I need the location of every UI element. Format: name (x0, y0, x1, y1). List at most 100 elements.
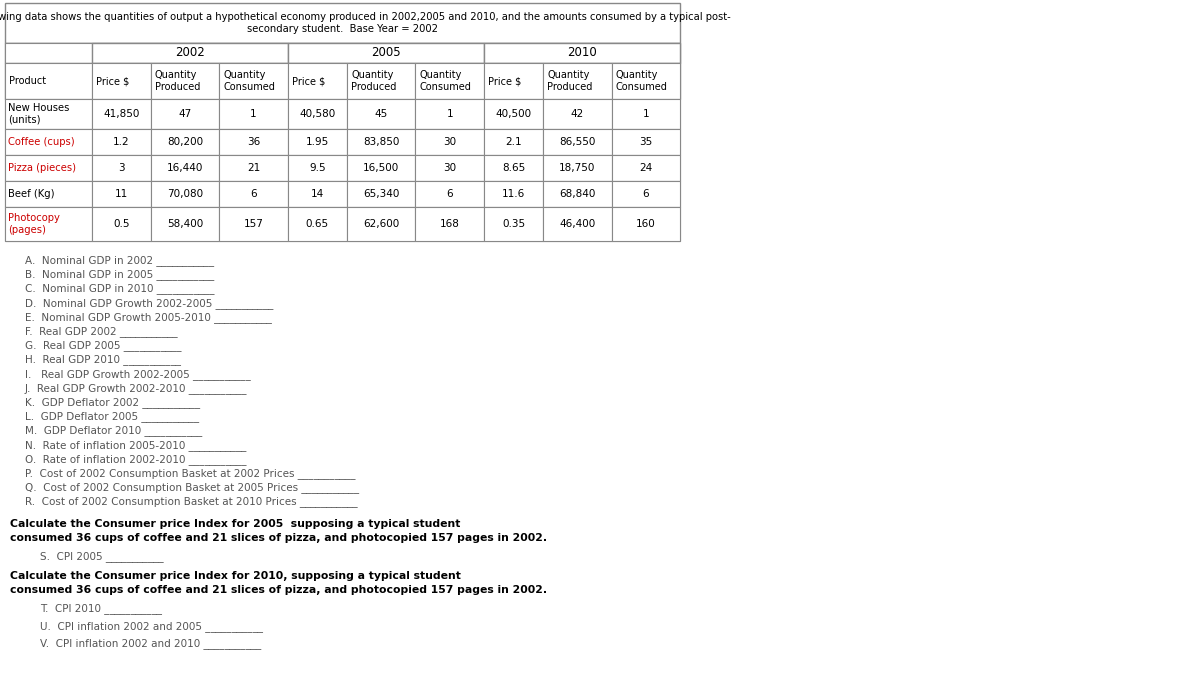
Text: 68,840: 68,840 (559, 189, 595, 199)
Bar (91, 99, 151, 129)
Text: 62,600: 62,600 (364, 219, 400, 229)
Bar (415, 99, 484, 129)
Text: 21: 21 (247, 163, 260, 173)
Text: J.  Real GDP Growth 2002-2010 ___________: J. Real GDP Growth 2002-2010 ___________ (25, 383, 247, 394)
Bar (544, 181, 612, 207)
Text: O.  Rate of inflation 2002-2010 ___________: O. Rate of inflation 2002-2010 _________… (25, 454, 246, 464)
Bar (151, 155, 220, 181)
Bar (288, 129, 347, 155)
Text: Photocopy
(pages): Photocopy (pages) (8, 213, 60, 235)
Text: 2010: 2010 (568, 46, 596, 59)
Bar (288, 181, 347, 207)
Bar (91, 207, 151, 241)
Bar (612, 63, 680, 99)
Text: M.  GDP Deflator 2010 ___________: M. GDP Deflator 2010 ___________ (25, 425, 203, 436)
Bar (484, 63, 544, 99)
Text: Pizza (pieces): Pizza (pieces) (8, 163, 76, 173)
Text: A.  Nominal GDP in 2002 ___________: A. Nominal GDP in 2002 ___________ (25, 255, 214, 266)
Bar (91, 155, 151, 181)
Bar (91, 63, 151, 99)
Bar (544, 63, 612, 99)
Bar (484, 99, 544, 129)
Bar (288, 207, 347, 241)
Bar (220, 181, 288, 207)
Text: 0.5: 0.5 (113, 219, 130, 229)
Text: Price $: Price $ (96, 76, 128, 86)
Bar (5, 3, 680, 43)
Bar (612, 207, 680, 241)
Text: 40,580: 40,580 (299, 109, 336, 119)
Bar (5, 63, 91, 99)
Text: Product: Product (10, 76, 46, 86)
Bar (347, 129, 415, 155)
Text: 2005: 2005 (371, 46, 401, 59)
Bar (415, 63, 484, 99)
Text: 83,850: 83,850 (364, 137, 400, 147)
Text: 0.65: 0.65 (306, 219, 329, 229)
Text: 2.1: 2.1 (505, 137, 522, 147)
Bar (220, 207, 288, 241)
Bar (484, 207, 544, 241)
Text: Calculate the Consumer price Index for 2010, supposing a typical student
consume: Calculate the Consumer price Index for 2… (10, 571, 547, 595)
Bar (220, 155, 288, 181)
Text: 157: 157 (244, 219, 264, 229)
Bar (5, 155, 680, 181)
Text: 30: 30 (443, 137, 456, 147)
Text: 40,500: 40,500 (496, 109, 532, 119)
Text: S.  CPI 2005 ___________: S. CPI 2005 ___________ (40, 551, 163, 561)
Bar (484, 129, 544, 155)
Bar (415, 155, 484, 181)
Text: 9.5: 9.5 (310, 163, 325, 173)
Text: K.  GDP Deflator 2002 ___________: K. GDP Deflator 2002 ___________ (25, 397, 200, 408)
Text: 2002: 2002 (175, 46, 204, 59)
Text: 46,400: 46,400 (559, 219, 595, 229)
Bar (91, 129, 151, 155)
Text: 1: 1 (642, 109, 649, 119)
Bar (288, 43, 484, 63)
Bar (5, 129, 680, 155)
Text: 11.6: 11.6 (502, 189, 526, 199)
Text: G.  Real GDP 2005 ___________: G. Real GDP 2005 ___________ (25, 340, 181, 351)
Text: 86,550: 86,550 (559, 137, 595, 147)
Bar (347, 181, 415, 207)
Text: 160: 160 (636, 219, 655, 229)
Bar (220, 129, 288, 155)
Bar (5, 181, 680, 207)
Text: 6: 6 (446, 189, 452, 199)
Text: Beef (Kg): Beef (Kg) (8, 189, 54, 199)
Text: D.  Nominal GDP Growth 2002-2005 ___________: D. Nominal GDP Growth 2002-2005 ________… (25, 297, 274, 308)
Text: 24: 24 (640, 163, 653, 173)
Bar (544, 129, 612, 155)
Text: Quantity
Consumed: Quantity Consumed (223, 70, 275, 92)
Text: 6: 6 (251, 189, 257, 199)
Text: L.  GDP Deflator 2005 ___________: L. GDP Deflator 2005 ___________ (25, 411, 199, 422)
Bar (151, 207, 220, 241)
Text: 18,750: 18,750 (559, 163, 595, 173)
Text: Quantity
Produced: Quantity Produced (155, 70, 200, 92)
Bar (415, 207, 484, 241)
Bar (5, 43, 91, 63)
Bar (347, 155, 415, 181)
Bar (544, 99, 612, 129)
Text: 0.35: 0.35 (502, 219, 526, 229)
Text: 47: 47 (179, 109, 192, 119)
Bar (347, 63, 415, 99)
Text: 36: 36 (247, 137, 260, 147)
Bar (5, 99, 91, 129)
Text: 58,400: 58,400 (167, 219, 203, 229)
Text: N.  Rate of inflation 2005-2010 ___________: N. Rate of inflation 2005-2010 _________… (25, 439, 246, 450)
Bar (288, 99, 347, 129)
Text: 1.2: 1.2 (113, 137, 130, 147)
Bar (5, 155, 91, 181)
Text: 1.95: 1.95 (306, 137, 329, 147)
Text: Coffee (cups): Coffee (cups) (8, 137, 74, 147)
Text: 65,340: 65,340 (364, 189, 400, 199)
Text: Quantity
Consumed: Quantity Consumed (616, 70, 667, 92)
Text: 42: 42 (571, 109, 584, 119)
Bar (91, 181, 151, 207)
Bar (5, 207, 91, 241)
Text: C.  Nominal GDP in 2010 ___________: C. Nominal GDP in 2010 ___________ (25, 283, 215, 294)
Bar (220, 63, 288, 99)
Text: Quantity
Produced: Quantity Produced (547, 70, 593, 92)
Bar (151, 63, 220, 99)
